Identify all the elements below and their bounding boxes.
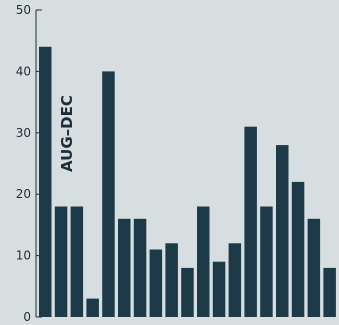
bar	[323, 267, 336, 317]
bar	[307, 218, 321, 317]
bar	[260, 206, 273, 317]
bar	[212, 261, 226, 317]
bar	[149, 249, 163, 317]
bar	[244, 126, 257, 317]
bar	[228, 243, 242, 317]
bar	[291, 181, 305, 317]
bar	[54, 206, 68, 317]
y-tick-label: 30	[16, 126, 31, 140]
bar	[276, 145, 289, 317]
bar	[70, 206, 84, 317]
y-tick-label: 50	[16, 3, 31, 17]
y-tick-label: 40	[16, 64, 31, 78]
bar	[181, 267, 194, 317]
chart-annotation: AUG–DEC	[58, 95, 76, 172]
y-tick-label: 10	[16, 249, 31, 263]
y-tick-label: 0	[23, 310, 31, 324]
bar	[102, 71, 115, 318]
bar	[118, 218, 131, 317]
bar	[165, 243, 178, 317]
bar	[133, 218, 147, 317]
bar	[39, 46, 52, 318]
bars	[39, 46, 336, 318]
y-tick-label: 20	[16, 187, 31, 201]
y-axis: 0 10 20 30 40 50	[16, 3, 42, 324]
bar	[86, 298, 99, 317]
bar	[197, 206, 210, 317]
